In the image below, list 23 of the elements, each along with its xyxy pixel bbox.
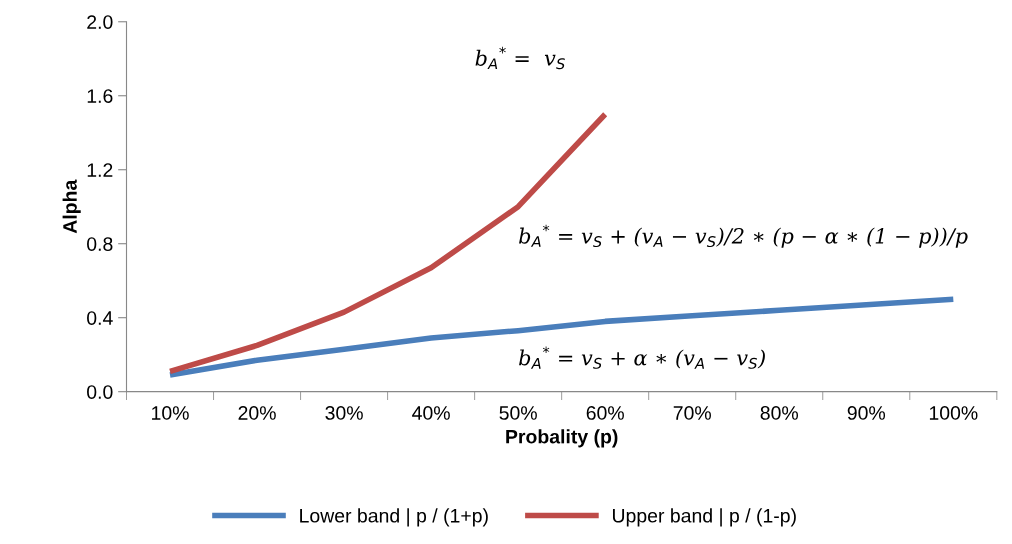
y-tick-label: 2.0 bbox=[87, 15, 113, 29]
x-tick-label: 70% bbox=[673, 406, 711, 420]
legend-label: Upper band | p / (1-p) bbox=[613, 508, 796, 527]
text: b$_{A}$$^{*}$ = v$_{S}$ + α ∗ (v$_{A}$ − v$_{S}$) bbox=[519, 346, 765, 369]
x-tick-label: 80% bbox=[760, 406, 799, 420]
x-tick-label: 20% bbox=[238, 406, 276, 420]
x-tick-label: 90% bbox=[847, 406, 886, 420]
y-tick-label: 0.8 bbox=[87, 237, 113, 251]
x-tick-label: 60% bbox=[586, 406, 624, 420]
x-tick-label: 30% bbox=[325, 406, 363, 420]
y-tick-label: 1.2 bbox=[87, 163, 113, 177]
x-axis-title: Probality (p) bbox=[506, 429, 618, 448]
y-tick-label: 0.0 bbox=[87, 385, 113, 399]
y-tick-label: 0.4 bbox=[87, 311, 113, 325]
y-tick-label: 1.6 bbox=[87, 89, 113, 103]
legend-label: Lower band | p / (1+p) bbox=[300, 508, 488, 527]
x-tick-label: 50% bbox=[499, 406, 537, 420]
text: b$_{A}$$^{*}$ = v$_{S}$ + (v$_{A}$ − v$_{S}$)/2 ∗ (p − α ∗ (1 − p))/p bbox=[519, 224, 968, 248]
annotation: b$_{A}$$^{*}$ = v$_{S}$ bbox=[475, 46, 565, 70]
x-tick-label: 100% bbox=[929, 406, 978, 420]
x-tick-label: 10% bbox=[152, 406, 189, 420]
x-tick-label: 40% bbox=[412, 406, 450, 420]
y-axis-title: Alpha bbox=[62, 179, 81, 234]
